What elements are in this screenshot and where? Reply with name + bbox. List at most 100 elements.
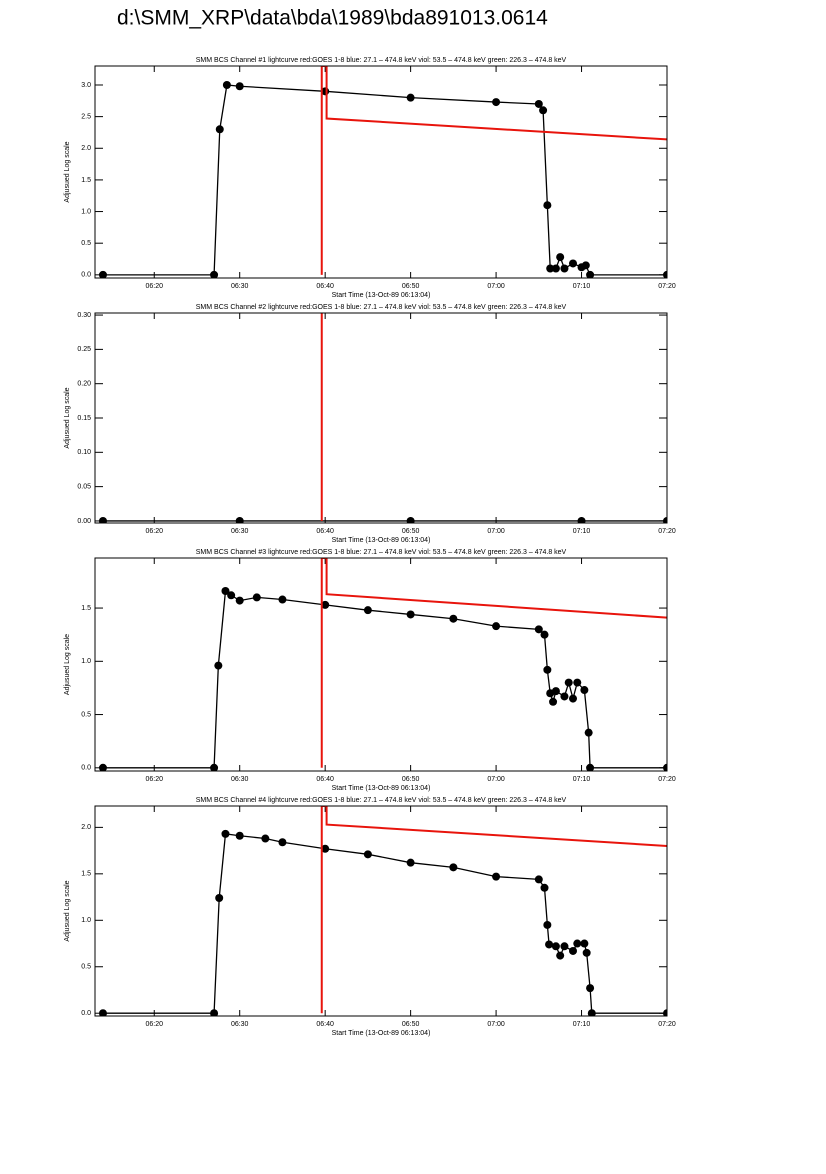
plot-frame [94, 65, 668, 279]
data-point [210, 1009, 219, 1016]
plot-frame [94, 557, 668, 772]
series-line [320, 66, 667, 275]
x-tick-label: 06:30 [231, 528, 249, 535]
data-point [363, 850, 372, 859]
y-axis-title: Adjusued Log scale [64, 880, 71, 941]
x-axis-title: Start Time (13-Oct-89 06:13:04) [332, 537, 431, 544]
data-point [321, 600, 330, 609]
x-tick-label: 07:20 [658, 528, 676, 535]
y-tick-label: 0.25 [77, 346, 91, 353]
y-tick-label: 0.05 [77, 483, 91, 490]
data-point [551, 264, 560, 273]
x-tick-label: 07:20 [658, 776, 676, 783]
data-point [534, 625, 543, 634]
series-line [320, 558, 667, 768]
y-tick-label: 0.0 [81, 1010, 91, 1017]
x-tick-label: 07:10 [573, 283, 591, 290]
data-point [551, 687, 560, 696]
data-point [573, 939, 582, 948]
y-tick-label: 2.5 [81, 113, 91, 120]
data-point [663, 516, 667, 523]
data-point [577, 516, 586, 523]
data-point [543, 920, 552, 929]
x-tick-label: 07:10 [573, 528, 591, 535]
y-tick-label: 1.5 [81, 871, 91, 878]
y-tick-label: 0.10 [77, 449, 91, 456]
data-point [492, 622, 501, 631]
data-point [663, 1009, 667, 1016]
data-point [235, 516, 244, 523]
data-point [98, 270, 107, 278]
x-tick-label: 06:30 [231, 1021, 249, 1028]
data-point [534, 875, 543, 884]
data-point [235, 82, 244, 91]
data-point [252, 593, 261, 602]
x-tick-label: 07:10 [573, 776, 591, 783]
y-tick-label: 1.5 [81, 605, 91, 612]
x-tick-label: 07:20 [658, 283, 676, 290]
y-axis-title: Adjusued Log scale [64, 387, 71, 448]
data-point [221, 587, 230, 596]
data-point [543, 665, 552, 674]
data-point [406, 516, 415, 523]
data-point [534, 99, 543, 108]
data-point [222, 80, 231, 89]
y-tick-label: 0.00 [77, 518, 91, 525]
data-point [492, 98, 501, 107]
series-line [320, 806, 667, 1014]
y-tick-label: 2.0 [81, 824, 91, 831]
data-point [556, 253, 565, 262]
x-tick-label: 07:00 [487, 776, 505, 783]
plot-frame [94, 312, 668, 524]
x-tick-label: 06:50 [402, 528, 420, 535]
data-point [568, 259, 577, 268]
x-tick-label: 06:40 [316, 283, 334, 290]
x-tick-label: 06:20 [145, 1021, 163, 1028]
data-point [663, 763, 667, 771]
x-axis-title: Start Time (13-Oct-89 06:13:04) [332, 1030, 431, 1037]
data-point [215, 893, 224, 902]
x-tick-label: 07:00 [487, 528, 505, 535]
data-point [581, 261, 590, 270]
panel-title: SMM BCS Channel #1 lightcurve red:GOES 1… [196, 57, 567, 64]
data-point [546, 264, 555, 273]
x-tick-label: 06:50 [402, 283, 420, 290]
data-point [261, 834, 270, 843]
x-tick-label: 06:30 [231, 776, 249, 783]
data-point [551, 942, 560, 951]
y-tick-label: 2.0 [81, 145, 91, 152]
data-point [215, 125, 224, 134]
x-tick-label: 06:20 [145, 776, 163, 783]
data-point [492, 872, 501, 881]
data-point [560, 942, 569, 951]
data-point [278, 595, 287, 604]
x-axis-title: Start Time (13-Oct-89 06:13:04) [332, 292, 431, 299]
data-point [573, 678, 582, 687]
x-tick-label: 06:50 [402, 776, 420, 783]
data-point [543, 201, 552, 210]
data-point [539, 106, 548, 115]
data-point [406, 858, 415, 867]
y-tick-label: 0.5 [81, 711, 91, 718]
data-point [560, 692, 569, 701]
y-axis-title: Adjusued Log scale [64, 141, 71, 202]
y-tick-label: 0.30 [77, 312, 91, 319]
data-point [363, 606, 372, 615]
data-point [663, 270, 667, 278]
y-tick-label: 1.0 [81, 917, 91, 924]
data-point [98, 1009, 107, 1016]
y-tick-label: 0.0 [81, 765, 91, 772]
data-point [545, 940, 554, 949]
data-point [582, 948, 591, 957]
data-point [210, 763, 219, 771]
panel-title: SMM BCS Channel #3 lightcurve red:GOES 1… [196, 549, 567, 556]
data-point [564, 678, 573, 687]
x-tick-label: 07:00 [487, 283, 505, 290]
x-tick-label: 06:30 [231, 283, 249, 290]
data-point [549, 697, 558, 706]
data-point [227, 591, 236, 600]
x-tick-label: 06:20 [145, 283, 163, 290]
panel-title: SMM BCS Channel #2 lightcurve red:GOES 1… [196, 304, 567, 311]
data-point [580, 686, 589, 695]
x-tick-label: 06:50 [402, 1021, 420, 1028]
